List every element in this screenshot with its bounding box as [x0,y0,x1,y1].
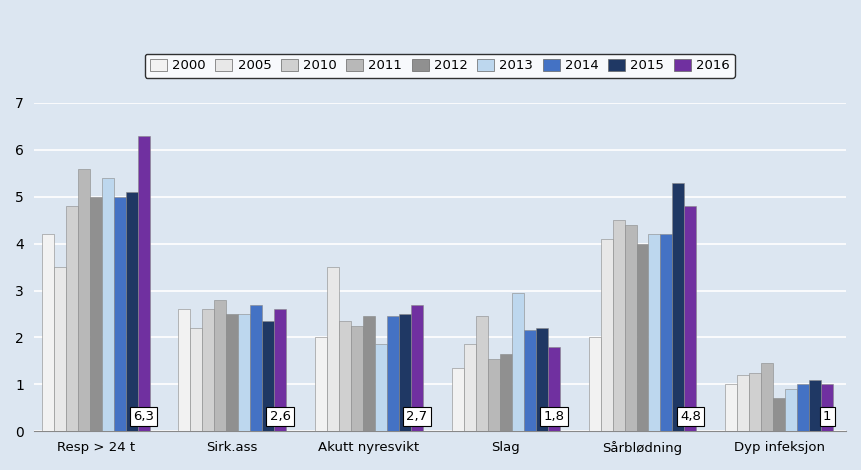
Bar [351,326,363,431]
Bar [464,345,476,431]
Bar [548,347,560,431]
Bar [749,373,761,431]
Bar [821,384,833,431]
Bar [387,316,399,431]
Bar [612,220,624,431]
Bar [190,328,202,431]
Bar [65,206,77,431]
Bar [785,389,797,431]
Bar [263,321,275,431]
Bar [41,234,53,431]
Text: 6,3: 6,3 [133,410,154,423]
Bar [660,234,672,431]
Bar [411,305,423,431]
Bar [126,192,138,431]
Bar [809,380,821,431]
Bar [773,399,785,431]
Bar [511,293,523,431]
Bar [672,183,684,431]
Bar [725,384,737,431]
Text: 1,8: 1,8 [543,410,564,423]
Bar [102,178,114,431]
Bar [761,363,773,431]
Text: 2,7: 2,7 [406,410,428,423]
Bar [684,206,697,431]
Bar [315,337,327,431]
Bar [648,234,660,431]
Bar [363,316,375,431]
Bar [114,196,126,431]
Bar [624,225,636,431]
Text: 1: 1 [823,410,832,423]
Text: 4,8: 4,8 [680,410,701,423]
Bar [90,196,102,431]
Bar [797,384,809,431]
Bar [452,368,464,431]
Bar [214,300,226,431]
Bar [589,337,600,431]
Bar [251,305,263,431]
Bar [178,309,190,431]
Bar [499,354,511,431]
Text: 2,6: 2,6 [269,410,291,423]
Bar [238,314,251,431]
Bar [375,345,387,431]
Bar [636,243,648,431]
Bar [600,239,612,431]
Bar [53,267,65,431]
Bar [138,136,150,431]
Bar [476,316,488,431]
Bar [737,375,749,431]
Bar [202,309,214,431]
Bar [536,328,548,431]
Bar [523,330,536,431]
Bar [226,314,238,431]
Bar [339,321,351,431]
Bar [77,169,90,431]
Bar [327,267,339,431]
Bar [399,314,411,431]
Bar [275,309,286,431]
Bar [488,359,499,431]
Legend: 2000, 2005, 2010, 2011, 2012, 2013, 2014, 2015, 2016: 2000, 2005, 2010, 2011, 2012, 2013, 2014… [145,54,735,78]
